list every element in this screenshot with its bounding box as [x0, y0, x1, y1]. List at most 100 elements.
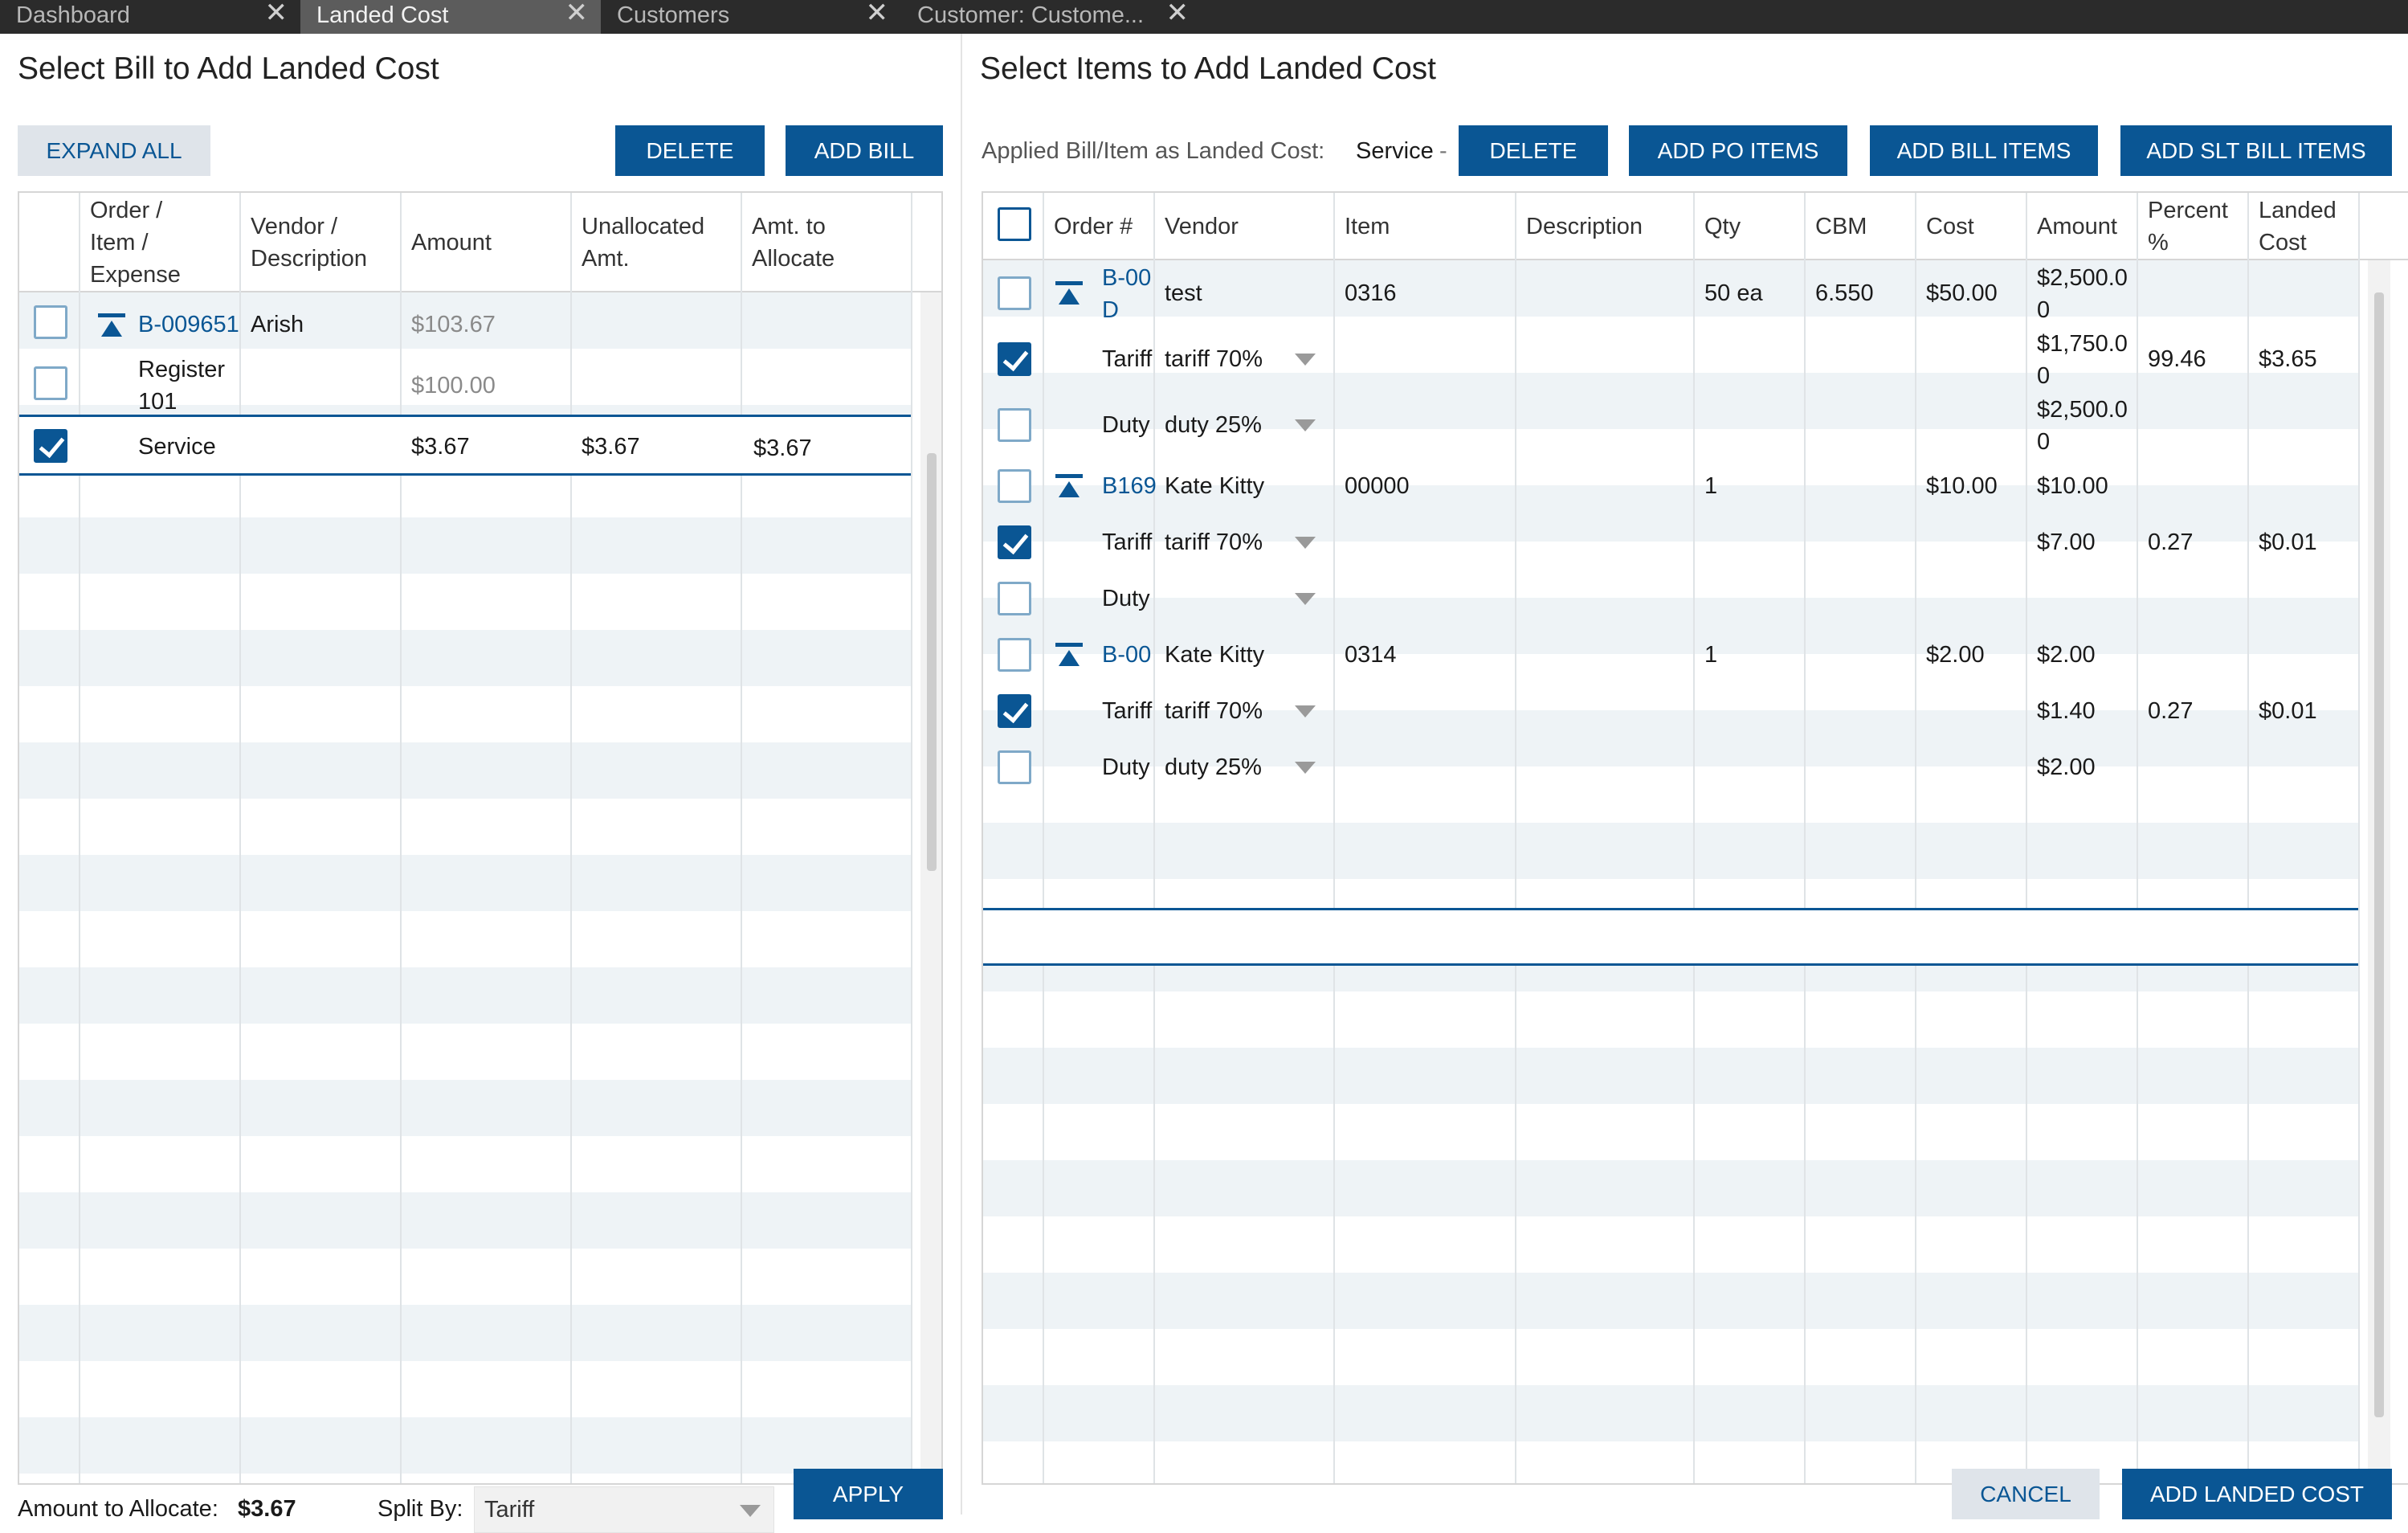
row-checkbox[interactable]: [998, 276, 1031, 310]
table-header: Order # Vendor Item Description Qty CBM …: [983, 193, 2408, 260]
add-landed-cost-button[interactable]: ADD LANDED COST: [2122, 1469, 2392, 1519]
scrollbar[interactable]: [920, 292, 941, 1483]
chevron-down-icon[interactable]: [1295, 705, 1316, 717]
col-order-header: Order #: [1054, 214, 1133, 239]
col-qty-header: Qty: [1704, 214, 1741, 239]
vendor-cell: Kate Kitty: [1165, 642, 1265, 668]
table-row: [19, 1249, 911, 1305]
vendor-cell[interactable]: tariff 70%: [1165, 529, 1263, 555]
order-link[interactable]: B-009651: [138, 312, 239, 337]
close-icon[interactable]: ✕: [865, 0, 889, 28]
chevron-down-icon[interactable]: [1295, 761, 1316, 774]
add-bill-items-button[interactable]: ADD BILL ITEMS: [1870, 125, 2098, 176]
scrollbar-thumb[interactable]: [927, 453, 937, 871]
close-icon[interactable]: ✕: [1165, 0, 1190, 28]
tab-dashboard[interactable]: Dashboard ✕: [0, 0, 300, 34]
amount-cell: $2,500.0 0: [2037, 265, 2128, 323]
close-icon[interactable]: ✕: [565, 0, 589, 28]
table-row: [983, 1329, 2358, 1385]
allocate-input[interactable]: $3.67: [753, 435, 812, 461]
add-slt-bill-items-button[interactable]: ADD SLT BILL ITEMS: [2120, 125, 2392, 176]
table-row: [983, 823, 2358, 879]
add-po-items-button[interactable]: ADD PO ITEMS: [1629, 125, 1847, 176]
order-cell: Tariff: [1102, 698, 1153, 724]
apply-button[interactable]: APPLY: [794, 1469, 943, 1519]
row-checkbox[interactable]: [998, 694, 1031, 728]
table-row: [19, 1080, 911, 1136]
vendor-cell[interactable]: tariff 70%: [1165, 346, 1263, 372]
table-row: [19, 742, 911, 799]
order-cell[interactable]: B-00: [1102, 642, 1152, 668]
row-checkbox[interactable]: [34, 366, 67, 400]
unallocated-cell: $3.67: [582, 434, 640, 460]
row-checkbox[interactable]: [998, 750, 1031, 784]
collapse-icon[interactable]: [1055, 474, 1083, 498]
chevron-down-icon[interactable]: [1295, 536, 1316, 549]
col-description-header: Description: [1526, 214, 1643, 239]
split-by-select[interactable]: Tariff: [474, 1486, 774, 1533]
tab-bar: Dashboard ✕ Landed Cost ✕ Customers ✕ Custo…: [0, 0, 2408, 34]
amount-cell: $3.67: [411, 434, 470, 460]
table-row: [983, 1048, 2358, 1104]
row-checkbox[interactable]: [998, 525, 1031, 559]
col-vendor-header: Vendor: [1165, 214, 1239, 239]
row-checkbox[interactable]: [34, 429, 67, 463]
tab-label: Customer: Custome...: [917, 2, 1145, 28]
cost-cell: $10.00: [1926, 473, 1998, 499]
row-checkbox[interactable]: [34, 305, 67, 339]
scrollbar[interactable]: [2368, 260, 2390, 1483]
cost-cell: $50.00: [1926, 280, 1998, 306]
row-checkbox[interactable]: [998, 638, 1031, 672]
table-row: [19, 630, 911, 686]
row-checkbox[interactable]: [998, 408, 1031, 442]
add-bill-button[interactable]: ADD BILL: [786, 125, 943, 176]
amount-cell: $1.40: [2037, 698, 2096, 724]
vendor-cell[interactable]: tariff 70%: [1165, 698, 1263, 724]
table-row: [19, 1024, 911, 1080]
order-cell: Register 101: [138, 357, 225, 415]
table-row: [19, 1474, 911, 1483]
col-amount-header: Amount: [411, 230, 492, 256]
scrollbar-thumb[interactable]: [2374, 292, 2384, 1417]
delete-bill-button[interactable]: DELETE: [615, 125, 765, 176]
percent-cell: 99.46: [2148, 346, 2206, 372]
table-row: [19, 574, 911, 630]
chevron-down-icon[interactable]: [1295, 353, 1316, 366]
table-row: [19, 911, 911, 967]
vendor-cell[interactable]: duty 25%: [1165, 754, 1262, 780]
table-row: [983, 710, 2358, 766]
amount-cell: $100.00: [411, 373, 496, 399]
row-checkbox[interactable]: [998, 342, 1031, 376]
chevron-down-icon: [740, 1505, 761, 1517]
tab-landed-cost[interactable]: Landed Cost ✕: [300, 0, 601, 34]
table-row: [983, 260, 2358, 317]
order-cell[interactable]: B-00 D: [1102, 265, 1152, 323]
tab-label: Customers: [617, 2, 730, 28]
tab-customers[interactable]: Customers ✕: [601, 0, 901, 34]
chevron-down-icon[interactable]: [1295, 419, 1316, 431]
amount-cell: $10.00: [2037, 473, 2108, 499]
table-row: [19, 686, 911, 742]
collapse-icon[interactable]: [1055, 281, 1083, 305]
panel-title: Select Items to Add Landed Cost: [980, 51, 1437, 86]
delete-items-button[interactable]: DELETE: [1459, 125, 1608, 176]
selected-row[interactable]: [19, 417, 911, 473]
select-all-checkbox[interactable]: [998, 207, 1031, 241]
tab-customer-detail[interactable]: Customer: Custome... ✕: [901, 0, 1202, 34]
close-icon[interactable]: ✕: [264, 0, 288, 28]
split-by-label: Split By:: [378, 1496, 463, 1522]
expand-all-button[interactable]: EXPAND ALL: [18, 125, 210, 176]
vendor-cell[interactable]: duty 25%: [1165, 412, 1262, 438]
vendor-cell: Arish: [251, 312, 304, 337]
collapse-icon[interactable]: [1055, 643, 1083, 667]
chevron-down-icon[interactable]: [1295, 592, 1316, 605]
table-row: [19, 1417, 911, 1474]
row-checkbox[interactable]: [998, 582, 1031, 615]
cancel-button[interactable]: CANCEL: [1952, 1469, 2100, 1519]
item-cell: 0316: [1345, 280, 1397, 306]
empty-selected-row[interactable]: [983, 910, 2358, 963]
collapse-icon[interactable]: [98, 313, 125, 337]
order-cell: Tariff: [1102, 346, 1153, 372]
row-checkbox[interactable]: [998, 469, 1031, 503]
order-cell[interactable]: B169: [1102, 473, 1157, 499]
